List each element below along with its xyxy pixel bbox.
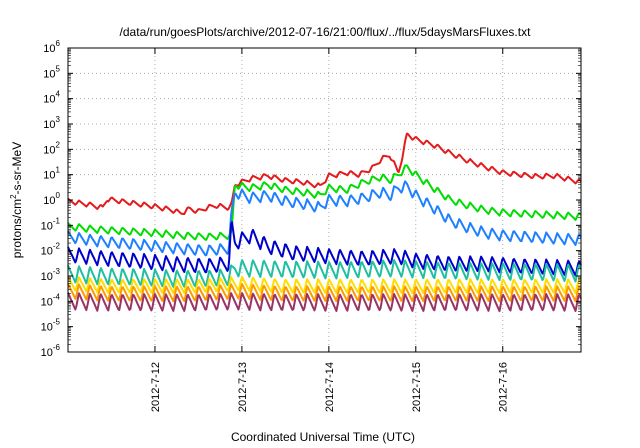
y-tick-exponent: -2 bbox=[53, 242, 61, 251]
y-tick-label: 10-2 bbox=[41, 242, 61, 258]
y-tick-exponent: -5 bbox=[53, 318, 61, 327]
y-tick-label: 103 bbox=[43, 115, 60, 131]
flux-series-line-4 bbox=[67, 221, 582, 277]
y-tick-exponent: 5 bbox=[56, 64, 61, 73]
y-tick-base: 10 bbox=[43, 170, 55, 182]
flux-series-line-7 bbox=[67, 283, 582, 303]
flux-series-line-5 bbox=[67, 259, 582, 288]
y-tick-label: 104 bbox=[43, 90, 60, 106]
y-tick-base: 10 bbox=[41, 271, 53, 283]
y-tick-exponent: 6 bbox=[56, 39, 61, 48]
x-tick-label: 2012-7-15 bbox=[411, 362, 423, 412]
flux-series-line-6 bbox=[67, 275, 582, 295]
flux-series-line-8 bbox=[67, 292, 582, 313]
flux-series-line-2 bbox=[67, 164, 582, 241]
y-tick-base: 10 bbox=[41, 347, 53, 359]
y-tick-exponent: 0 bbox=[56, 191, 61, 200]
y-tick-base: 10 bbox=[43, 43, 55, 55]
y-tick-label: 102 bbox=[43, 140, 60, 156]
y-tick-exponent: 1 bbox=[56, 166, 61, 175]
y-tick-base: 10 bbox=[43, 195, 55, 207]
y-tick-exponent: 2 bbox=[56, 140, 61, 149]
y-tick-label: 10-1 bbox=[41, 216, 61, 232]
y-tick-exponent: 3 bbox=[56, 115, 61, 124]
y-tick-exponent: -1 bbox=[53, 216, 61, 225]
y-axis-label-main: protons/cm bbox=[10, 199, 24, 258]
y-axis-label: protons/cm2-s-sr-MeV bbox=[9, 142, 24, 258]
y-tick-base: 10 bbox=[41, 246, 53, 258]
y-tick-label: 10-6 bbox=[41, 343, 61, 359]
y-axis-ticks: 10-610-510-410-310-210-11001011021031041… bbox=[41, 39, 581, 359]
flux-series-line-3 bbox=[67, 180, 582, 257]
flux-series-line-1 bbox=[67, 132, 582, 215]
y-axis-label-unit: -s-sr-MeV bbox=[10, 142, 24, 195]
y-tick-base: 10 bbox=[43, 68, 55, 80]
y-tick-label: 10-4 bbox=[41, 292, 61, 308]
y-tick-label: 100 bbox=[43, 191, 60, 207]
grid-lines bbox=[68, 48, 581, 352]
y-tick-label: 106 bbox=[43, 39, 60, 55]
x-tick-label: 2012-7-16 bbox=[498, 362, 510, 412]
y-tick-exponent: -6 bbox=[53, 343, 61, 352]
y-tick-label: 10-3 bbox=[41, 267, 61, 283]
y-tick-base: 10 bbox=[43, 144, 55, 156]
y-axis-label-exponent: 2 bbox=[9, 194, 18, 199]
y-tick-exponent: -3 bbox=[53, 267, 61, 276]
y-tick-base: 10 bbox=[41, 322, 53, 334]
x-axis-label: Coordinated Universal Time (UTC) bbox=[231, 430, 415, 444]
y-tick-label: 101 bbox=[43, 166, 60, 182]
y-tick-exponent: 4 bbox=[56, 90, 61, 99]
x-tick-label: 2012-7-14 bbox=[324, 362, 336, 412]
y-tick-exponent: -4 bbox=[53, 292, 61, 301]
y-tick-base: 10 bbox=[41, 296, 53, 308]
chart-title: /data/run/goesPlots/archive/2012-07-16/2… bbox=[120, 25, 532, 39]
x-tick-label: 2012-7-12 bbox=[150, 362, 162, 412]
y-tick-label: 105 bbox=[43, 64, 60, 80]
series-layer bbox=[67, 132, 582, 313]
y-tick-base: 10 bbox=[41, 220, 53, 232]
y-tick-label: 10-5 bbox=[41, 318, 61, 334]
y-tick-base: 10 bbox=[43, 94, 55, 106]
x-axis-ticks: 2012-7-12 2012-7-13 2012-7-14 2012-7-15 2012… bbox=[150, 48, 510, 412]
y-tick-base: 10 bbox=[43, 119, 55, 131]
x-tick-label: 2012-7-13 bbox=[237, 362, 249, 412]
